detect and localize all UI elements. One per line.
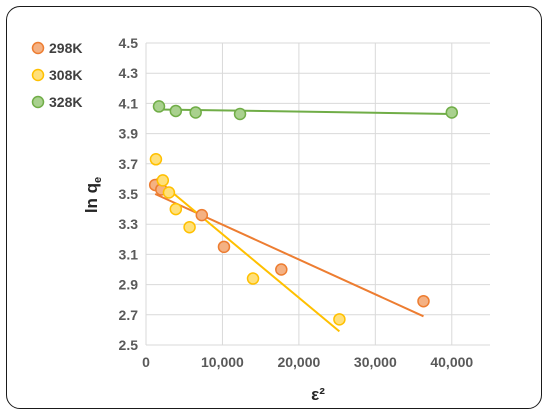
y-axis-title-sub: e (92, 177, 104, 183)
y-tick-label: 3.9 (119, 126, 139, 142)
legend-marker-328K (31, 95, 45, 109)
point-328K (445, 106, 459, 119)
x-tick-label: 10,000 (201, 354, 244, 370)
point-308K (156, 174, 170, 187)
x-tick-label: 20,000 (277, 354, 320, 370)
y-tick-label: 3.3 (119, 216, 139, 232)
y-tick-label: 4.1 (119, 95, 139, 111)
legend: 298K 308K 328K (31, 40, 82, 110)
y-tick-label: 2.7 (119, 307, 139, 323)
y-tick-label: 2.5 (119, 337, 139, 353)
point-328K (169, 104, 183, 118)
trendline-308K (155, 178, 341, 333)
legend-marker-308K (31, 68, 45, 82)
y-tick-label: 3.1 (119, 246, 139, 262)
point-328K (152, 100, 166, 113)
point-308K (149, 153, 163, 166)
point-328K (189, 106, 202, 119)
point-308K (169, 202, 183, 216)
point-298K (275, 263, 288, 276)
x-tick-label: 30,000 (354, 354, 397, 370)
y-tick-labels: 2.5 2.7 2.9 3.1 3.3 3.5 3.7 3.9 4.1 4.3 4.5 (119, 35, 139, 353)
y-axis-title-main: ln q (82, 183, 101, 213)
y-tick-label: 3.7 (119, 156, 139, 172)
y-tick-label: 4.5 (119, 35, 139, 51)
x-tick-labels: 0 10,000 20,000 30,000 40,000 (142, 354, 473, 370)
y-tick-label: 2.9 (119, 277, 139, 293)
point-328K (233, 107, 247, 121)
x-axis-title: ε² (311, 385, 325, 404)
y-axis-title: ln qe (82, 177, 104, 213)
data-points (148, 100, 459, 326)
point-308K (333, 313, 346, 326)
legend-label-308K: 308K (49, 67, 82, 83)
y-tick-label: 3.5 (119, 186, 139, 202)
point-298K (417, 294, 430, 308)
point-298K (217, 240, 231, 254)
legend-label-298K: 298K (49, 40, 82, 56)
legend-label-328K: 328K (49, 94, 82, 110)
x-tick-label: 0 (142, 354, 150, 370)
point-308K (246, 272, 260, 285)
point-308K (162, 186, 176, 199)
x-tick-label: 40,000 (430, 354, 473, 370)
point-298K (195, 208, 209, 222)
trendline-328K (158, 108, 452, 115)
y-tick-label: 4.3 (119, 65, 139, 81)
point-308K (183, 220, 196, 234)
grid (145, 42, 490, 346)
legend-marker-298K (31, 41, 45, 55)
